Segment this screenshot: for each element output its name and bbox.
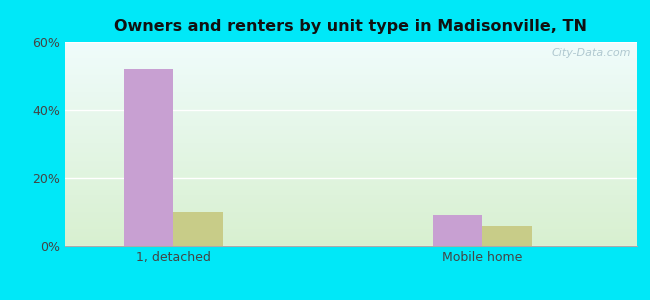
- Bar: [433, 215, 482, 246]
- Text: City-Data.com: City-Data.com: [552, 48, 631, 58]
- Title: Owners and renters by unit type in Madisonville, TN: Owners and renters by unit type in Madis…: [114, 19, 588, 34]
- Bar: [482, 226, 532, 246]
- Bar: [124, 69, 173, 246]
- Bar: [173, 212, 223, 246]
